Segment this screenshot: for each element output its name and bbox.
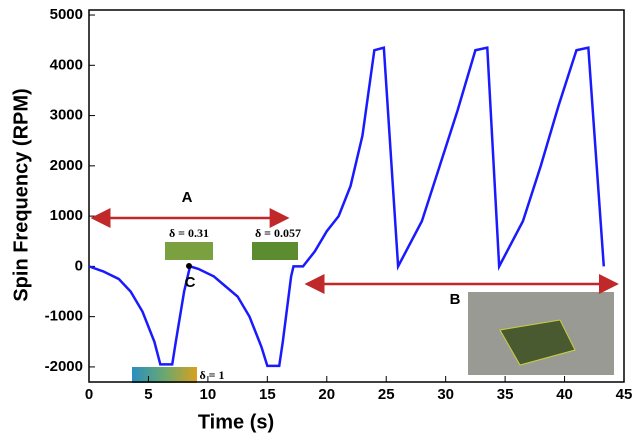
x-tick-label: 25 [378, 386, 395, 403]
images [132, 242, 614, 383]
y-tick-label: 0 [75, 257, 83, 274]
y-axis-label: Spin Frequency (RPM) [10, 88, 32, 301]
x-tick-label: 0 [85, 386, 93, 403]
annotation: δ = 0.057 [255, 226, 301, 240]
point-c [186, 263, 192, 269]
image-031 [165, 242, 213, 260]
image-1 [132, 367, 197, 383]
annotation: B [450, 291, 461, 308]
y-tick-label: 4000 [50, 56, 83, 73]
x-tick-label: 10 [200, 386, 217, 403]
x-tick-label: 5 [144, 386, 152, 403]
image-0057 [252, 242, 298, 260]
annotation: δ = 0.31 [169, 226, 209, 240]
y-tick-label: -1000 [45, 308, 83, 325]
x-axis-label: Time (s) [198, 411, 274, 433]
annotation: A [182, 189, 193, 206]
x-tick-label: 15 [259, 386, 276, 403]
y-tick-label: -2000 [45, 358, 83, 375]
y-tick-label: 2000 [50, 157, 83, 174]
annotation: C [185, 274, 196, 291]
plot-frame [88, 9, 625, 383]
x-tick-label: 20 [318, 386, 335, 403]
x-tick-label: 45 [616, 386, 633, 403]
annotation: δ = 1 [199, 368, 224, 382]
y-tick-label: 5000 [50, 6, 83, 23]
y-tick-label: 1000 [50, 207, 83, 224]
x-tick-label: 40 [556, 386, 573, 403]
line [88, 46, 606, 368]
y-tick-label: 3000 [50, 107, 83, 124]
x-tick-label: 30 [437, 386, 454, 403]
inset-shape [499, 319, 576, 366]
x-tick-label: 35 [497, 386, 514, 403]
